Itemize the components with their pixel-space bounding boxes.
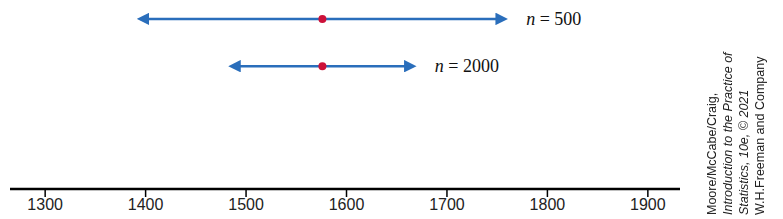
html-text:Introduction to the Practice o: Introduction to the Practice of [721, 52, 735, 215]
svg-text:1800: 1800 [530, 196, 566, 213]
svg-text:1300: 1300 [27, 196, 63, 213]
html-text:Moore/McCabe/Craig,: Moore/McCabe/Craig, [705, 92, 719, 215]
svg-text:1600: 1600 [329, 196, 365, 213]
svg-text:n = 2000: n = 2000 [435, 56, 499, 76]
svg-text:1400: 1400 [128, 196, 164, 213]
html-text:Statistics, 10e, © 2021: Statistics, 10e, © 2021 [737, 89, 751, 215]
svg-text:1500: 1500 [228, 196, 264, 213]
svg-text:1700: 1700 [429, 196, 465, 213]
html-text:W.H.Freeman and Company: W.H.Freeman and Company [753, 56, 767, 215]
svg-text:1900: 1900 [630, 196, 666, 213]
svg-text:n = 500: n = 500 [526, 9, 581, 29]
